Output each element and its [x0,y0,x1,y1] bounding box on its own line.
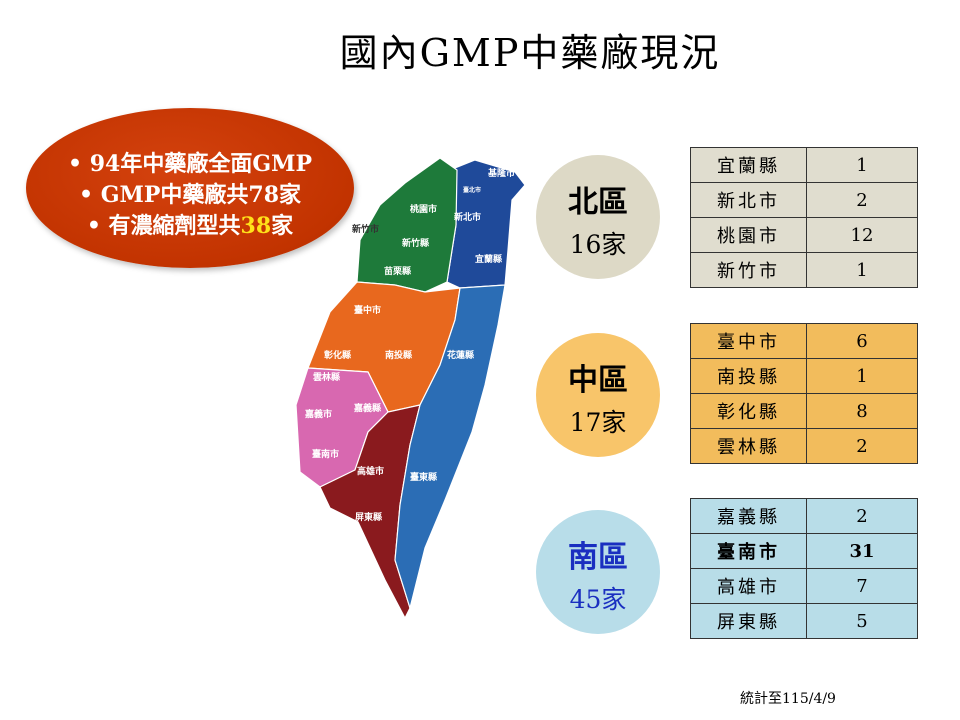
page-title: 國內GMP中藥廠現況 [339,31,721,75]
map-label: 臺北市 [463,186,481,194]
map-region-east [394,284,506,611]
table-row: 嘉義縣 2 [690,498,918,534]
south-table: 嘉義縣 2 臺南市 31 高雄市 7 屏東縣 5 [690,498,918,639]
central-table: 臺中市 6 南投縣 1 彰化縣 8 雲林縣 2 [690,323,918,464]
map-label: 新竹市 [352,223,379,235]
map-label: 臺東縣 [410,471,437,483]
table-row: 桃園市 12 [690,217,918,253]
region-circle-central: 中區 17家 [536,333,660,457]
summary-line: • 94年中藥廠全面GMP [67,151,313,177]
footer-note: 統計至115/4/9 [740,691,836,707]
map-label: 彰化縣 [324,349,351,361]
table-row: 屏東縣 5 [690,603,918,639]
table-row: 高雄市 7 [690,568,918,604]
map-region-north-blue [446,159,526,289]
map-label: 苗栗縣 [384,265,411,277]
table-row: 新竹市 1 [690,252,918,288]
map-label: 新竹縣 [402,237,429,249]
table-row: 宜蘭縣 1 [690,147,918,183]
table-row: 臺南市 31 [690,533,918,569]
map-label: 雲林縣 [313,371,340,383]
table-row: 臺中市 6 [690,323,918,359]
map-label: 宜蘭縣 [475,253,502,265]
map-label: 花蓮縣 [447,349,474,361]
map-label: 嘉義市 [304,408,332,420]
map-label: 新北市 [454,211,481,223]
region-circle-north: 北區 16家 [536,155,660,279]
map-label: 桃園市 [410,203,437,215]
map-label: 屏東縣 [355,511,382,523]
summary-line: • GMP中藥廠共78家 [78,182,302,208]
map-label: 臺中市 [354,304,381,316]
map-label: 南投縣 [385,349,412,361]
map-label: 臺南市 [312,448,339,460]
map-label: 高雄市 [357,465,384,477]
table-row: 彰化縣 8 [690,393,918,429]
summary-oval: • 94年中藥廠全面GMP • GMP中藥廠共78家 • 有濃縮劑型共38家 [26,108,354,268]
table-row: 新北市 2 [690,182,918,218]
table-row: 雲林縣 2 [690,428,918,464]
map-label: 基隆市 [487,167,515,179]
north-table: 宜蘭縣 1 新北市 2 桃園市 12 新竹市 1 [690,147,918,288]
map-label: 嘉義縣 [353,402,381,414]
region-circle-south: 南區 45家 [536,510,660,634]
summary-line: • 有濃縮劑型共38家 [86,213,294,239]
table-row: 南投縣 1 [690,358,918,394]
